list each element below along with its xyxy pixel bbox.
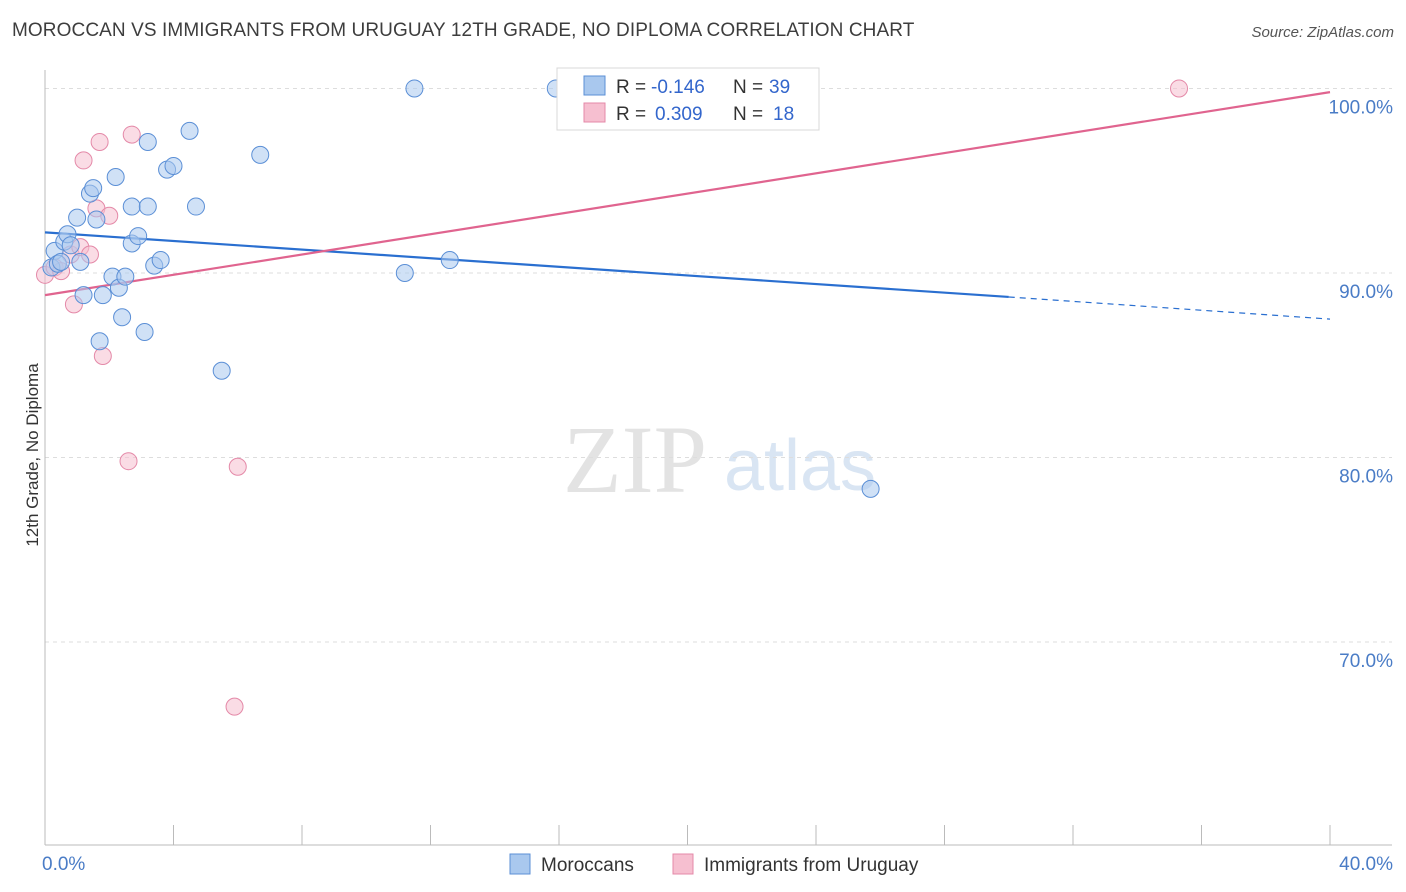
y-tick-label: 90.0% [1339, 282, 1393, 303]
stats-blue-n-value: 39 [769, 77, 790, 98]
data-point-moroccans [151, 251, 170, 270]
grid [45, 87, 1392, 643]
data-point-moroccans [405, 79, 424, 98]
legend-uruguay-label: Immigrants from Uruguay [704, 855, 919, 876]
data-point-moroccans [93, 286, 112, 305]
data-point-uruguay [1170, 79, 1189, 98]
data-point-moroccans [71, 252, 90, 271]
stats-pink-r-label: R = [616, 104, 646, 125]
y-axis-title: 12th Grade, No Diploma [23, 363, 42, 547]
data-point-moroccans [122, 197, 141, 216]
series-moroccans [42, 79, 880, 498]
data-point-uruguay [119, 452, 138, 471]
stats-pink-r-value: 0.309 [655, 104, 703, 125]
axes [44, 70, 1392, 846]
x-tick-label: 40.0% [1339, 854, 1393, 875]
stats-blue-r-value: -0.146 [651, 77, 705, 98]
data-point-moroccans [116, 267, 135, 286]
data-point-uruguay [228, 457, 247, 476]
trend-line-uruguay [44, 91, 1331, 297]
y-tick-labels: 100.0% 90.0% 80.0% 70.0% [1329, 97, 1394, 672]
data-point-moroccans [138, 197, 157, 216]
data-point-moroccans [180, 121, 199, 140]
x-tick-labels: 0.0% 40.0% [42, 854, 1393, 875]
stats-blue-r-label: R = [616, 77, 646, 98]
series-immigrants-from-uruguay [36, 79, 1189, 716]
data-point-moroccans [90, 332, 109, 351]
data-point-moroccans [251, 145, 270, 164]
bottom-legend: Moroccans Immigrants from Uruguay [509, 853, 919, 876]
y-tick-label: 80.0% [1339, 467, 1393, 488]
data-point-moroccans [52, 252, 71, 271]
data-point-moroccans [186, 197, 205, 216]
watermark: ZIP atlas [563, 406, 876, 513]
data-point-moroccans [113, 308, 132, 327]
chart-title: MOROCCAN VS IMMIGRANTS FROM URUGUAY 12TH… [12, 20, 915, 41]
legend-moroccans-label: Moroccans [541, 855, 634, 876]
data-point-uruguay [225, 697, 244, 716]
stats-pink-n-label: N = [733, 104, 763, 125]
data-point-moroccans [84, 179, 103, 198]
data-point-moroccans [129, 227, 148, 246]
watermark-atlas: atlas [724, 426, 876, 506]
stats-legend: R = -0.146 N = 39 R = 0.309 N = 18 [556, 67, 820, 131]
data-point-moroccans [68, 208, 87, 227]
stats-pink-n-value: 18 [773, 104, 794, 125]
trend-line-moroccans [44, 231, 1009, 299]
stats-legend-pink-swatch [583, 102, 606, 123]
y-tick-label: 100.0% [1329, 97, 1394, 118]
y-tick-label: 70.0% [1339, 651, 1393, 672]
legend-moroccans-swatch [509, 853, 531, 875]
data-point-moroccans [106, 168, 125, 187]
legend-uruguay-swatch [672, 853, 694, 875]
data-point-moroccans [395, 263, 414, 282]
data-point-moroccans [861, 479, 880, 498]
trend-lines [44, 91, 1331, 320]
data-point-moroccans [87, 210, 106, 229]
data-point-moroccans [138, 132, 157, 151]
data-point-uruguay [122, 125, 141, 144]
data-point-moroccans [74, 286, 93, 305]
data-point-uruguay [90, 132, 109, 151]
watermark-zip: ZIP [563, 406, 707, 513]
x-tick-label: 0.0% [42, 854, 85, 875]
data-point-moroccans [212, 361, 231, 380]
data-point-moroccans [164, 156, 183, 175]
data-point-uruguay [74, 151, 93, 170]
data-point-moroccans [135, 323, 154, 342]
source-label: Source: ZipAtlas.com [1251, 24, 1394, 41]
data-point-moroccans [440, 251, 459, 270]
data-point-uruguay [93, 347, 112, 366]
trend-line-moroccans-extension [1008, 296, 1331, 320]
data-point-moroccans [61, 236, 80, 255]
stats-legend-blue-swatch [583, 75, 606, 96]
stats-blue-n-label: N = [733, 77, 763, 98]
